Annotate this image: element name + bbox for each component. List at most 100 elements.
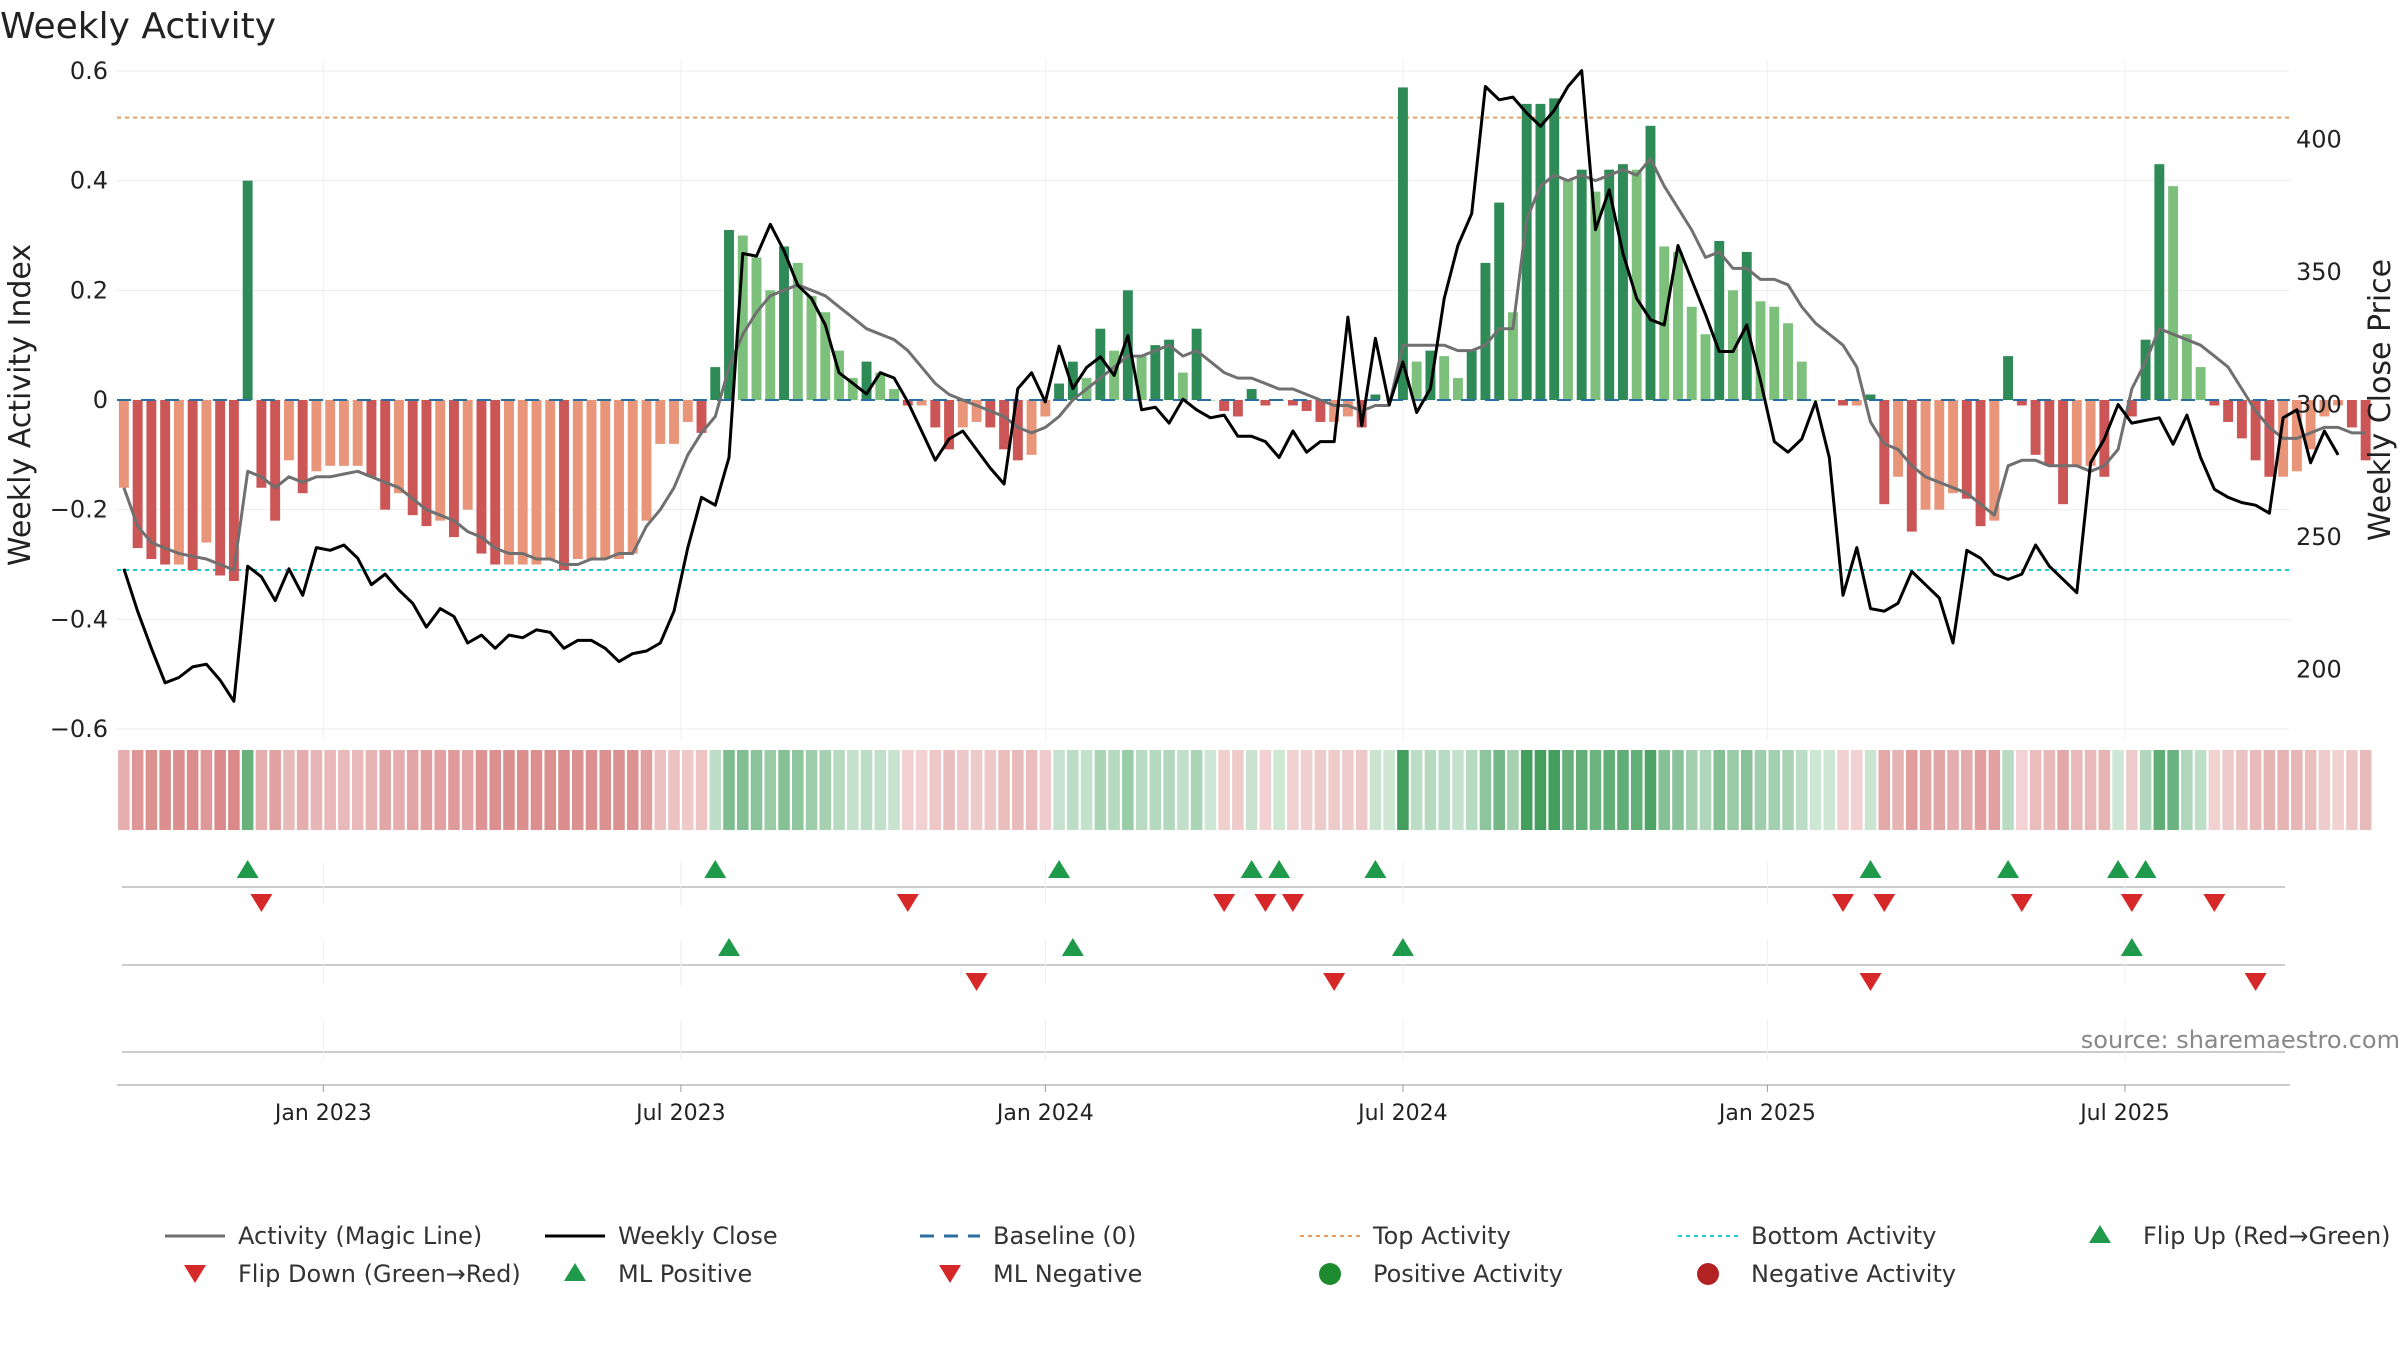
activity-bar	[118, 400, 129, 488]
x-tick-label: Jan 2024	[995, 1101, 1094, 1126]
flip-up-marker	[704, 860, 727, 878]
heat-cell	[2153, 750, 2166, 830]
activity-bar	[407, 400, 418, 516]
activity-bar	[1136, 356, 1147, 400]
activity-bar	[779, 246, 789, 400]
heat-cell	[503, 750, 515, 830]
right-tick-label: 200	[2296, 656, 2342, 684]
heat-cell	[1713, 750, 1726, 830]
activity-bar	[297, 400, 308, 494]
activity-bar	[2319, 400, 2330, 417]
activity-bar	[696, 400, 707, 433]
heat-cell	[1039, 750, 1052, 830]
heat-cell	[1053, 750, 1065, 830]
heat-cell	[2167, 750, 2179, 830]
heat-cell	[1617, 750, 1629, 830]
heat-cell	[984, 750, 997, 830]
heat-cell	[833, 750, 845, 830]
flip-down-marker	[2010, 894, 2033, 912]
left-axis-label: Weekly Activity Index	[3, 244, 38, 566]
activity-bar	[2003, 356, 2014, 400]
heat-cell	[1108, 750, 1120, 830]
legend-triangle-down-icon	[939, 1265, 961, 1283]
left-tick-label: 0	[93, 386, 108, 414]
heat-cell	[1342, 750, 1354, 830]
heat-cell	[915, 750, 928, 830]
activity-bar	[1728, 290, 1738, 400]
heat-cell	[888, 750, 900, 830]
activity-bar	[132, 400, 143, 549]
heat-cell	[269, 750, 281, 830]
legend-label: Flip Down (Green→Red)	[238, 1260, 521, 1288]
activity-bar	[875, 372, 886, 400]
heat-cell	[1795, 750, 1808, 830]
activity-bar	[2044, 400, 2055, 466]
heat-cell	[1355, 750, 1368, 830]
legend-circle-icon	[1319, 1263, 1341, 1285]
right-tick-label: 400	[2296, 126, 2342, 154]
heat-cell	[1947, 750, 1959, 830]
heat-cell	[1878, 750, 1891, 830]
heat-cell	[1520, 750, 1533, 830]
activity-bar	[889, 389, 900, 400]
activity-bar	[655, 400, 666, 444]
activity-bar	[1590, 191, 1601, 400]
legend-item: Top Activity	[1300, 1222, 1511, 1250]
activity-bar	[435, 400, 446, 521]
heat-cell	[1245, 750, 1258, 830]
reference-lines	[117, 116, 2290, 571]
heat-cell	[2002, 750, 2014, 830]
heat-cell	[241, 750, 254, 830]
legend-item: Flip Up (Red→Green)	[2089, 1222, 2391, 1250]
activity-bar	[1673, 251, 1683, 400]
activity-bar	[1989, 400, 2000, 521]
activity-bar	[1232, 400, 1243, 417]
activity-bar	[1150, 345, 1161, 400]
heat-cell	[489, 750, 501, 830]
activity-bar	[2346, 400, 2357, 428]
activity-bar	[1191, 328, 1202, 400]
activity-bar	[504, 400, 514, 565]
left-axis-ticks: −0.6 −0.4 −0.2 0 0.2 0.4 0.6	[50, 57, 108, 743]
heat-cell	[2346, 750, 2358, 830]
x-tick-label: Jul 2024	[1356, 1101, 1448, 1126]
heat-cell	[1273, 750, 1285, 830]
activity-bar	[2291, 400, 2302, 472]
heat-cell	[1933, 750, 1946, 830]
heat-cell	[1204, 750, 1217, 830]
heat-cell	[1410, 750, 1423, 830]
activity-bar	[2181, 334, 2192, 400]
flip-down-marker	[896, 894, 919, 912]
heat-cell	[1850, 750, 1863, 830]
flip-down-marker	[250, 894, 273, 912]
activity-bar	[1067, 361, 1078, 400]
event-marker-panels	[122, 860, 2285, 1060]
legend-label: Activity (Magic Line)	[238, 1222, 482, 1250]
heat-cell	[1630, 750, 1643, 830]
flip-down-marker	[1832, 894, 1855, 912]
activity-bar	[201, 400, 212, 543]
right-axis-ticks: 200 250 300 350 400	[2296, 126, 2342, 684]
activity-bar	[1329, 400, 1340, 422]
activity-bar	[1480, 262, 1491, 400]
legend-item: ML Positive	[564, 1260, 752, 1288]
heat-cell	[2139, 750, 2152, 830]
heat-cell	[1740, 750, 1753, 830]
heat-cell	[1232, 750, 1244, 830]
heat-cell	[792, 750, 804, 830]
legend-triangle-down-icon	[184, 1265, 206, 1283]
activity-bar	[834, 350, 844, 400]
heat-cell	[750, 750, 763, 830]
activity-bar	[2140, 339, 2151, 400]
ml-negative-marker	[2244, 973, 2267, 991]
legend-item: Positive Activity	[1319, 1260, 1563, 1288]
heat-cell	[1782, 750, 1794, 830]
heat-cell	[723, 750, 735, 830]
left-tick-label: 0.4	[70, 167, 108, 195]
legend-item: Activity (Magic Line)	[165, 1222, 482, 1250]
flip-up-marker	[1364, 860, 1387, 878]
left-tick-label: −0.4	[50, 605, 108, 633]
activity-bar	[1397, 87, 1408, 400]
heat-cell	[957, 750, 969, 830]
